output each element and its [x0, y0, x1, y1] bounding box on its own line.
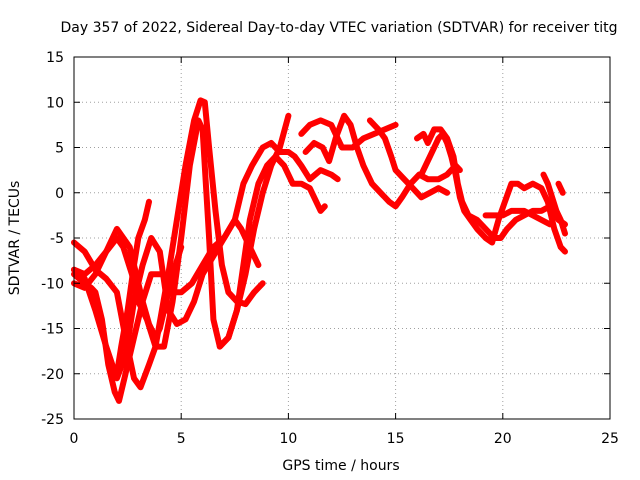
series-arc-12	[418, 130, 568, 255]
x-tick-label: 25	[601, 431, 619, 447]
series-arc-7	[216, 112, 292, 350]
y-tick-label: -25	[41, 412, 64, 428]
x-tick-label: 20	[494, 431, 512, 447]
y-tick-label: -15	[41, 322, 64, 338]
x-tick-label: 5	[177, 431, 186, 447]
y-tick-label: 0	[55, 186, 64, 202]
x-tick-label: 0	[70, 431, 79, 447]
series-arc-4	[71, 140, 341, 404]
series-layer	[71, 97, 568, 404]
series-arc-11	[414, 126, 568, 241]
series-arc-9	[302, 112, 463, 210]
series-arc-13	[482, 207, 553, 228]
y-tick-label: -5	[50, 231, 64, 247]
y-axis: -25 -20 -15 -10 -5 0 5 10 15	[41, 50, 610, 428]
x-axis-label: GPS time / hours	[282, 458, 399, 474]
series-arc-15	[555, 180, 566, 196]
chart-title: Day 357 of 2022, Sidereal Day-to-day VTE…	[61, 20, 618, 36]
x-tick-label: 15	[387, 431, 405, 447]
series-arc-3	[71, 117, 328, 350]
series-arc-14	[540, 171, 568, 237]
x-tick-label: 10	[279, 431, 297, 447]
series-arc-2	[71, 97, 266, 391]
y-tick-label: -10	[41, 276, 64, 292]
y-tick-label: 10	[46, 95, 64, 111]
y-tick-label: 5	[55, 141, 64, 157]
x-axis: 0 5 10 15 20 25	[70, 57, 619, 447]
series-arc-10	[366, 117, 451, 201]
y-axis-label: SDTVAR / TECUs	[7, 181, 23, 296]
y-tick-label: 15	[46, 50, 64, 66]
series-arc-6	[113, 198, 152, 377]
y-tick-label: -20	[41, 367, 64, 383]
